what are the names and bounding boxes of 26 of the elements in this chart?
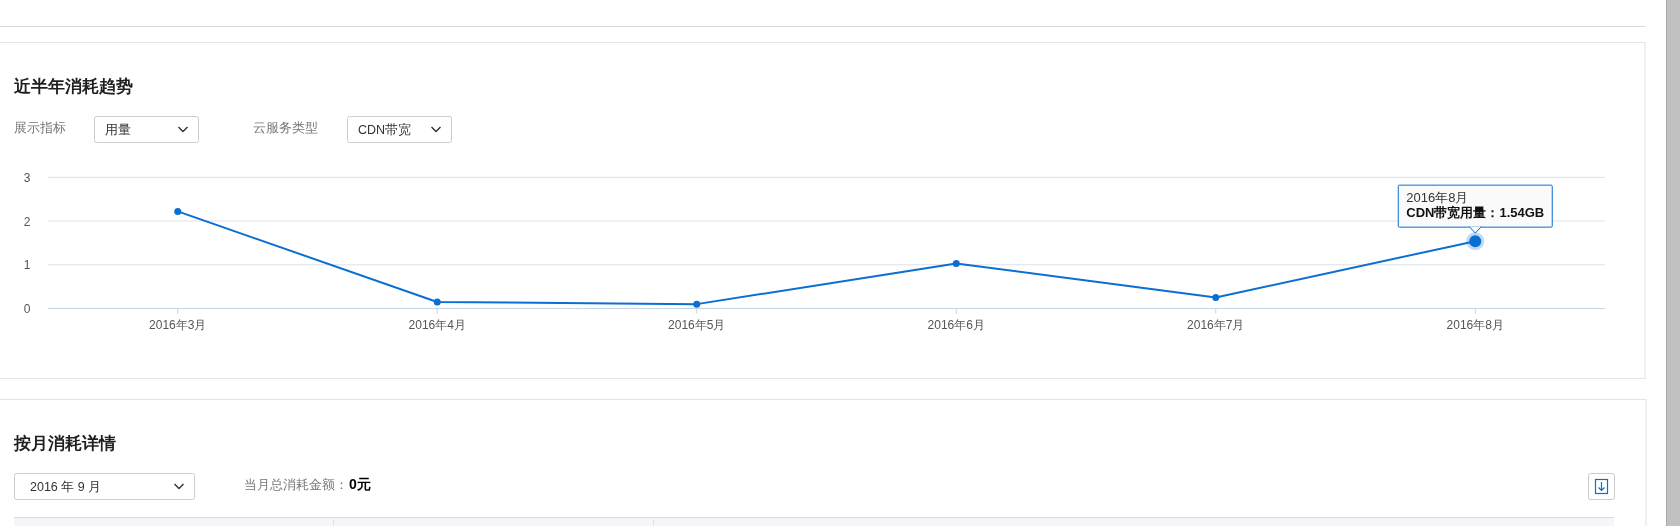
x-tick-label: 2016年8月 [1446,317,1504,332]
x-tick-label: 2016年5月 [668,317,726,332]
y-tick-label: 0 [23,302,31,316]
y-tick-label: 2 [23,214,31,229]
x-tick-label: 2016年7月 [1187,317,1245,332]
y-tick-label: 3 [23,170,31,185]
text: 按月消耗详情 [13,434,116,453]
x-tick-label: 2016年3月 [149,317,207,332]
y-tick-label: 1 [23,258,31,273]
point [174,207,182,215]
point [952,259,960,267]
text: 0元 [349,476,371,492]
annotation: CDN带宽用量：1.54GB [1406,205,1545,221]
annotation: 2016年8月 [1406,190,1469,206]
point [1212,294,1220,302]
text: 展示指标 [14,120,66,135]
text: 用量 [105,123,131,137]
text: 2016 年 9 月 [30,480,102,494]
point [693,300,701,308]
text: 当月总消耗金额： [244,477,348,492]
text: 云服务类型 [253,120,318,135]
x-tick-label: 2016年4月 [408,317,466,332]
point [433,298,441,306]
text: CDN带宽 [358,122,412,137]
chart-title: 近半年消耗趋势 [13,77,133,96]
x-tick-label: 2016年6月 [927,317,985,332]
